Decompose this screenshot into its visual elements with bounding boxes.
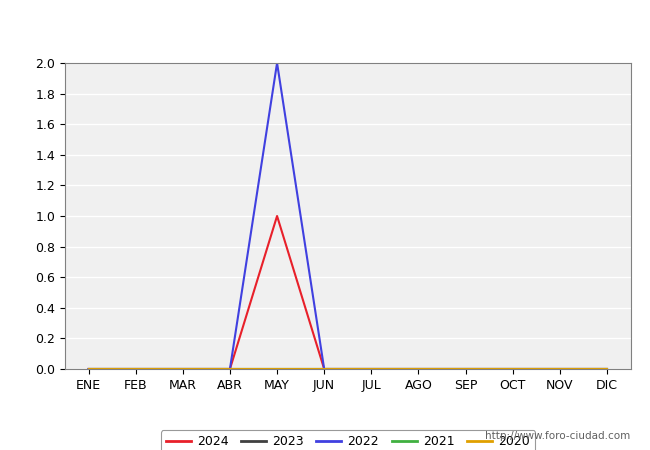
Line: 2022: 2022	[88, 63, 607, 369]
2020	[415, 366, 422, 372]
2021	[320, 366, 328, 372]
2022	[273, 60, 281, 66]
Text: http://www.foro-ciudad.com: http://www.foro-ciudad.com	[486, 431, 630, 441]
2021	[132, 366, 140, 372]
2023	[273, 366, 281, 372]
2020	[462, 366, 469, 372]
2021	[179, 366, 187, 372]
2021	[367, 366, 375, 372]
2023	[320, 366, 328, 372]
2022	[179, 366, 187, 372]
2023	[179, 366, 187, 372]
2020	[367, 366, 375, 372]
2022	[320, 366, 328, 372]
2023	[132, 366, 140, 372]
2024	[367, 366, 375, 372]
2024	[273, 213, 281, 219]
2021	[273, 366, 281, 372]
2023	[84, 366, 92, 372]
Line: 2024: 2024	[88, 216, 607, 369]
Text: Matriculaciones de Vehiculos en Navarredonda de la Rinconada: Matriculaciones de Vehiculos en Navarred…	[38, 18, 612, 36]
2021	[84, 366, 92, 372]
2020	[320, 366, 328, 372]
2022	[462, 366, 469, 372]
2023	[367, 366, 375, 372]
2021	[509, 366, 517, 372]
Legend: 2024, 2023, 2022, 2021, 2020: 2024, 2023, 2022, 2021, 2020	[161, 430, 535, 450]
2024	[556, 366, 564, 372]
2022	[367, 366, 375, 372]
2022	[132, 366, 140, 372]
2020	[603, 366, 611, 372]
2024	[509, 366, 517, 372]
2021	[556, 366, 564, 372]
2024	[603, 366, 611, 372]
2022	[226, 366, 234, 372]
2024	[320, 366, 328, 372]
2021	[226, 366, 234, 372]
2021	[415, 366, 422, 372]
2020	[179, 366, 187, 372]
2022	[603, 366, 611, 372]
2020	[509, 366, 517, 372]
2020	[556, 366, 564, 372]
2024	[84, 366, 92, 372]
2024	[226, 366, 234, 372]
2022	[556, 366, 564, 372]
2022	[84, 366, 92, 372]
2020	[273, 366, 281, 372]
2024	[415, 366, 422, 372]
2021	[603, 366, 611, 372]
2024	[462, 366, 469, 372]
2023	[603, 366, 611, 372]
2024	[179, 366, 187, 372]
2024	[132, 366, 140, 372]
2022	[415, 366, 422, 372]
2020	[226, 366, 234, 372]
2023	[556, 366, 564, 372]
2020	[132, 366, 140, 372]
2023	[226, 366, 234, 372]
2021	[462, 366, 469, 372]
2022	[509, 366, 517, 372]
2023	[415, 366, 422, 372]
2020	[84, 366, 92, 372]
2023	[509, 366, 517, 372]
2023	[462, 366, 469, 372]
